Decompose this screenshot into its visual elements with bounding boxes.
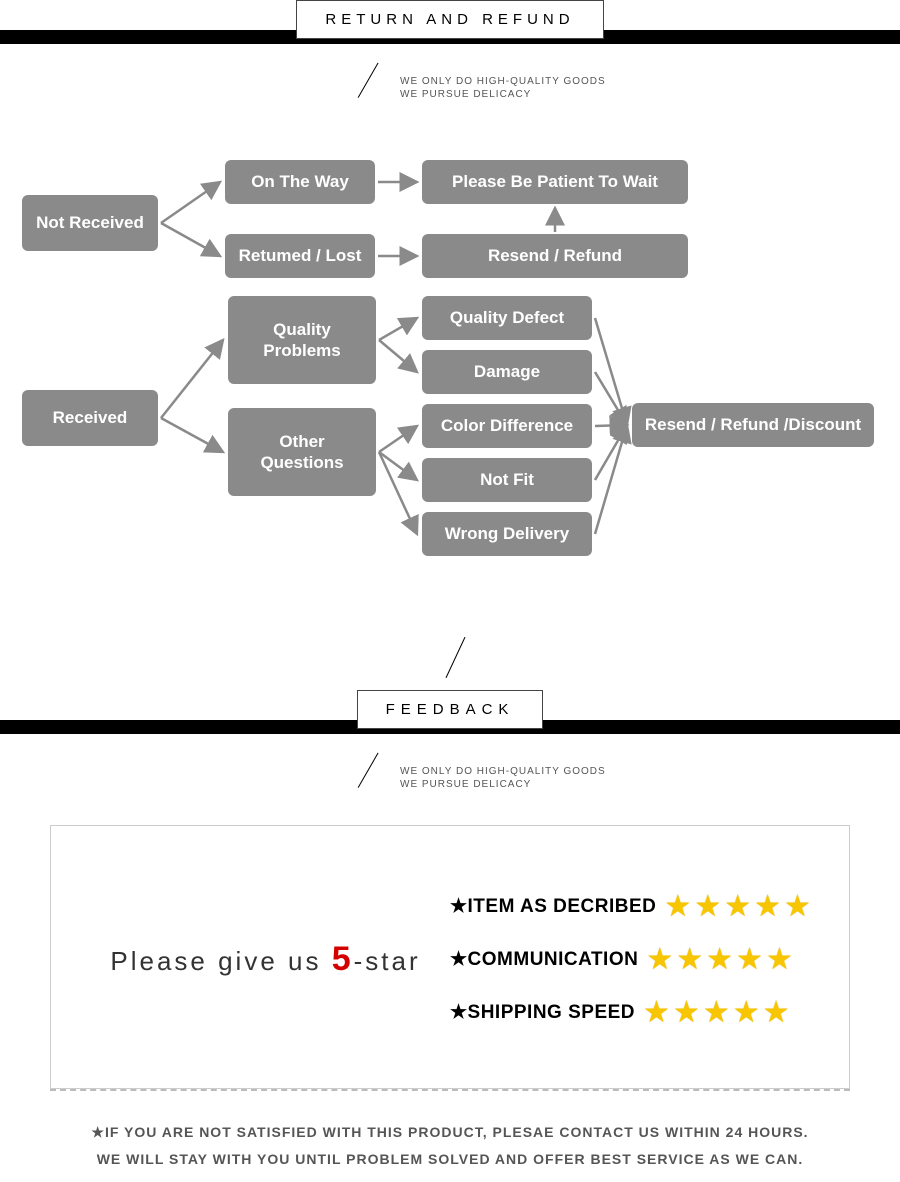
- node-please_wait: Please Be Patient To Wait: [422, 160, 688, 204]
- prompt-num: 5: [332, 940, 354, 978]
- feedback-diag: [0, 630, 900, 690]
- star-icon: ★: [763, 996, 793, 1029]
- star-icon: ★: [733, 996, 763, 1029]
- star-icon: ★: [664, 890, 694, 923]
- rating-stars: ★★★★★: [646, 942, 796, 977]
- feedback-header: FEEDBACK: [0, 690, 900, 740]
- node-q_defect: Quality Defect: [422, 296, 592, 340]
- refund-header: RETURN AND REFUND: [0, 0, 900, 50]
- star-icon: ★: [736, 943, 766, 976]
- node-resend_refund1: Resend / Refund: [422, 234, 688, 278]
- refund-tagline: WE ONLY DO HIGH-QUALITY GOODS WE PURSUE …: [0, 70, 900, 110]
- node-not_fit: Not Fit: [422, 458, 592, 502]
- footnote-2: WE WILL STAY WITH YOU UNTIL PROBLEM SOLV…: [40, 1146, 860, 1173]
- star-icon: ★: [643, 996, 673, 1029]
- feedback-prompt: Please give us 5-star: [81, 940, 450, 979]
- rating-label: ★COMMUNICATION: [450, 948, 638, 971]
- node-quality_prob: QualityProblems: [228, 296, 376, 384]
- prompt-pre: Please give us: [110, 946, 331, 976]
- tagline-1: WE ONLY DO HIGH-QUALITY GOODS: [400, 76, 606, 87]
- dashed-separator: [50, 1089, 850, 1091]
- star-icon: ★: [703, 996, 733, 1029]
- star-icon: ★: [754, 890, 784, 923]
- node-on_the_way: On The Way: [225, 160, 375, 204]
- star-icon: ★: [784, 890, 814, 923]
- node-received: Received: [22, 390, 158, 446]
- node-other_q: OtherQuestions: [228, 408, 376, 496]
- rating-row: ★COMMUNICATION★★★★★: [450, 942, 819, 977]
- star-icon: ★: [724, 890, 754, 923]
- star-icon: ★: [694, 890, 724, 923]
- rating-row: ★SHIPPING SPEED★★★★★: [450, 995, 819, 1030]
- star-icon: ★: [676, 943, 706, 976]
- rating-label: ★ITEM AS DECRIBED: [450, 895, 656, 918]
- star-icon: ★: [766, 943, 796, 976]
- feedback-card: Please give us 5-star ★ITEM AS DECRIBED ★…: [50, 825, 850, 1089]
- node-returned_lost: Retumed / Lost: [225, 234, 375, 278]
- ratings-list: ★ITEM AS DECRIBED★★★★★★COMMUNICATION★★★★…: [450, 871, 819, 1048]
- node-wrong_del: Wrong Delivery: [422, 512, 592, 556]
- refund-title: RETURN AND REFUND: [296, 0, 603, 39]
- feedback-footnote: ★IF YOU ARE NOT SATISFIED WITH THIS PROD…: [40, 1119, 860, 1172]
- rating-row: ★ITEM AS DECRIBED★★★★★: [450, 889, 819, 924]
- rating-label: ★SHIPPING SPEED: [450, 1001, 635, 1024]
- rating-stars: ★★★★★: [643, 995, 793, 1030]
- rating-stars: ★★★★★: [664, 889, 814, 924]
- star-icon: ★: [646, 943, 676, 976]
- node-color_diff: Color Difference: [422, 404, 592, 448]
- fb-tagline-2: WE PURSUE DELICACY: [400, 779, 606, 790]
- node-rrd: Resend / Refund /Discount: [632, 403, 874, 447]
- prompt-post: -star: [354, 946, 421, 976]
- node-damage: Damage: [422, 350, 592, 394]
- refund-flowchart: Not Received On The Way Retumed / Lost Plea…: [0, 150, 900, 600]
- tagline-2: WE PURSUE DELICACY: [400, 89, 606, 100]
- feedback-tagline: WE ONLY DO HIGH-QUALITY GOODS WE PURSUE …: [0, 760, 900, 800]
- fb-tagline-1: WE ONLY DO HIGH-QUALITY GOODS: [400, 766, 606, 777]
- node-not_received: Not Received: [22, 195, 158, 251]
- star-icon: ★: [673, 996, 703, 1029]
- star-icon: ★: [706, 943, 736, 976]
- footnote-1: ★IF YOU ARE NOT SATISFIED WITH THIS PROD…: [40, 1119, 860, 1146]
- feedback-title: FEEDBACK: [357, 690, 544, 729]
